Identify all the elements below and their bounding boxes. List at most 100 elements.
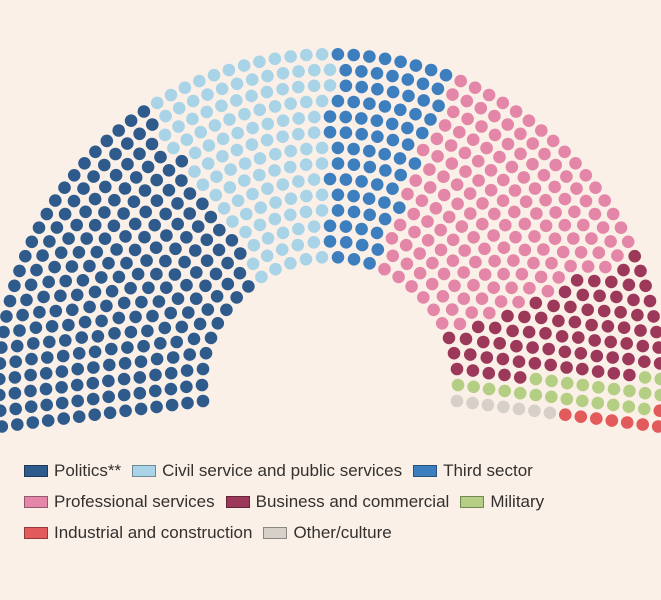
seat-dot xyxy=(190,266,203,279)
seat-dot xyxy=(497,241,511,254)
seat-dot xyxy=(240,207,253,221)
seat-dot xyxy=(518,243,532,257)
seat-dot xyxy=(100,134,114,148)
seat-dot xyxy=(9,402,22,416)
seat-dot xyxy=(0,341,8,354)
seat-dot xyxy=(146,309,159,323)
seat-dot xyxy=(98,158,111,172)
seat-dot xyxy=(315,141,329,155)
seat-dot xyxy=(560,170,573,183)
seat-dot xyxy=(512,295,525,309)
seat-dot xyxy=(108,193,121,207)
seat-dot xyxy=(622,278,636,292)
seat-dot xyxy=(459,332,473,346)
seat-dot xyxy=(55,381,68,394)
seat-dot xyxy=(183,348,196,361)
seat-dot xyxy=(497,267,510,281)
seat-dot xyxy=(40,207,54,221)
seat-dot xyxy=(142,281,155,295)
seat-dot xyxy=(152,295,166,308)
seat-dot xyxy=(98,206,111,219)
seat-dot xyxy=(172,101,186,115)
seat-dot xyxy=(9,355,22,369)
seat-dot xyxy=(200,233,214,247)
seat-dot xyxy=(10,339,24,353)
seat-dot xyxy=(145,137,159,151)
seat-dot xyxy=(577,218,590,232)
seat-dot xyxy=(103,358,116,372)
seat-dot xyxy=(245,138,259,151)
seat-dot xyxy=(201,303,215,316)
seat-dot xyxy=(315,204,329,217)
seat-dot xyxy=(299,252,313,266)
seat-dot xyxy=(159,109,172,123)
seat-dot xyxy=(638,355,651,369)
seat-dot xyxy=(542,342,555,356)
seat-dot xyxy=(590,412,603,425)
seat-dot xyxy=(234,247,247,260)
seat-dot xyxy=(199,346,213,360)
legend-swatch xyxy=(24,527,48,539)
seat-dot xyxy=(292,222,305,236)
legend-label: Civil service and public services xyxy=(162,461,403,480)
seat-dot xyxy=(478,268,492,281)
seat-dot xyxy=(386,85,400,99)
seat-dot xyxy=(103,406,117,420)
seat-dot xyxy=(216,150,229,163)
seat-dot xyxy=(534,311,548,325)
seat-dot xyxy=(393,201,406,214)
seat-dot xyxy=(86,376,100,390)
seat-dot xyxy=(405,280,418,293)
seat-dot xyxy=(102,374,115,388)
seat-dot xyxy=(276,82,289,96)
seat-dot xyxy=(454,74,468,88)
legend-item-politics: Politics** xyxy=(24,460,121,482)
seat-dot xyxy=(528,404,541,418)
seat-dot xyxy=(558,345,572,359)
seat-dot xyxy=(10,418,24,431)
seat-dot xyxy=(579,169,593,182)
seat-dot xyxy=(315,250,329,264)
seat-dot xyxy=(150,352,164,366)
seat-dot xyxy=(237,59,251,72)
seat-dot xyxy=(268,212,282,226)
seat-dot xyxy=(307,79,321,93)
seat-dot xyxy=(87,170,100,183)
seat-dot xyxy=(620,337,633,350)
seat-dot xyxy=(546,134,560,148)
seat-dot xyxy=(604,235,617,248)
legend-item-civil-service: Civil service and public services xyxy=(132,460,402,482)
seat-dot xyxy=(347,189,360,203)
seat-dot xyxy=(284,97,297,110)
seat-dot xyxy=(149,241,163,254)
seat-dot xyxy=(166,351,180,364)
seat-dot xyxy=(484,183,498,197)
seat-dot xyxy=(292,175,305,188)
seat-dot xyxy=(597,304,611,318)
seat-dot xyxy=(421,234,435,247)
seat-dot xyxy=(124,114,138,127)
seat-dot xyxy=(539,219,553,233)
seat-dot xyxy=(413,266,427,280)
legend-item-other-culture: Other/culture xyxy=(263,522,392,544)
seat-dot xyxy=(0,325,10,339)
seat-dot xyxy=(522,325,536,339)
seat-dot xyxy=(355,222,368,236)
seat-dot xyxy=(481,398,495,412)
seat-dot xyxy=(534,270,548,284)
seat-dot xyxy=(394,103,407,117)
seat-dot xyxy=(254,201,267,214)
seat-dot xyxy=(90,245,104,259)
seat-dot xyxy=(315,157,329,170)
seat-dot xyxy=(78,157,91,170)
seat-dot xyxy=(501,118,514,131)
seat-dot xyxy=(39,367,53,380)
seat-dot xyxy=(137,105,151,118)
seat-dot xyxy=(48,260,61,274)
seat-dot xyxy=(347,252,361,266)
legend-swatch xyxy=(225,496,250,508)
seat-dot xyxy=(514,127,527,141)
seat-dot xyxy=(168,268,182,281)
seat-dot xyxy=(83,300,96,314)
seat-dot xyxy=(331,48,345,61)
